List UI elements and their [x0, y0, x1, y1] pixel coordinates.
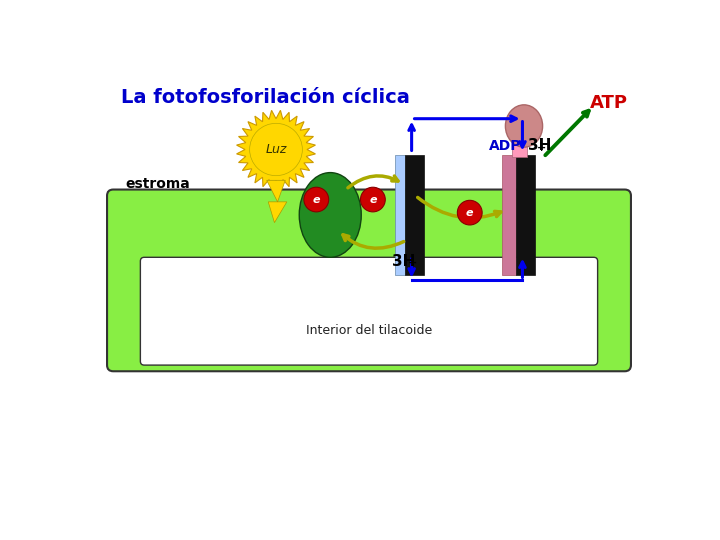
- Bar: [512, 143, 527, 157]
- Text: ADP: ADP: [489, 139, 521, 153]
- Polygon shape: [237, 110, 315, 188]
- FancyBboxPatch shape: [140, 257, 598, 365]
- Text: 3H: 3H: [392, 254, 415, 268]
- Ellipse shape: [300, 173, 361, 257]
- Circle shape: [361, 187, 385, 212]
- Text: ATP: ATP: [590, 94, 628, 112]
- Text: La fotofosforilación cíclica: La fotofosforilación cíclica: [121, 88, 410, 107]
- Text: e: e: [466, 208, 474, 218]
- Text: 3H: 3H: [528, 138, 552, 153]
- Circle shape: [304, 187, 329, 212]
- Bar: [395, 156, 405, 275]
- Bar: [516, 156, 535, 275]
- FancyBboxPatch shape: [107, 190, 631, 372]
- Bar: [503, 156, 516, 275]
- Text: +: +: [408, 258, 417, 268]
- Bar: [405, 156, 424, 275]
- Text: Interior del tilacoide: Interior del tilacoide: [306, 324, 432, 337]
- Text: e: e: [369, 194, 377, 205]
- Polygon shape: [266, 180, 287, 222]
- Ellipse shape: [505, 105, 543, 147]
- Text: Luz: Luz: [265, 143, 287, 156]
- Circle shape: [250, 123, 302, 176]
- Circle shape: [457, 200, 482, 225]
- Text: estroma: estroma: [125, 177, 189, 191]
- Text: +: +: [537, 143, 546, 153]
- Text: e: e: [312, 194, 320, 205]
